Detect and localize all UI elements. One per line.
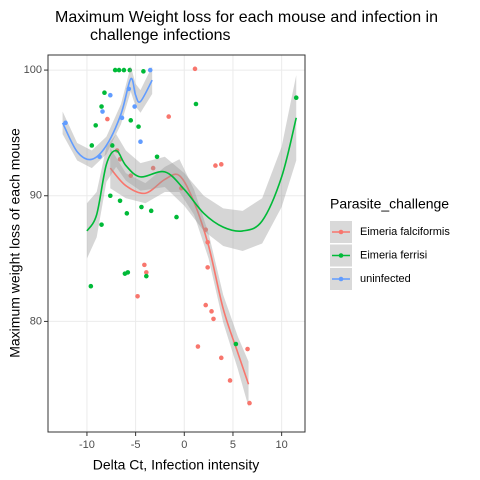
point [154,154,160,160]
point [112,67,118,73]
point [125,270,131,275]
point [139,204,144,210]
confidence-band [62,66,153,169]
point [166,114,172,119]
legend-dot [338,253,344,258]
point [99,104,104,109]
point [121,67,127,73]
legend-dot [338,229,344,235]
x-tick-label: 0 [181,439,187,451]
point [138,139,143,145]
confidence-band [110,147,249,407]
smooth-line [86,117,298,232]
point [142,262,147,268]
point [136,124,141,129]
point [293,95,299,101]
legend-title: Parasite_challenge [330,196,449,212]
point [247,400,252,406]
point [227,378,233,383]
point [99,222,104,227]
point [100,109,105,114]
point [88,283,94,289]
point [128,173,134,178]
point [218,355,224,361]
point [192,66,198,72]
legend-dot [338,276,344,282]
point [105,116,110,122]
y-tick-label: 80 [30,315,42,327]
point [150,165,156,171]
point [116,67,122,73]
y-tick-label: 100 [24,64,42,76]
chart-subtitle: challenge infections [90,27,231,44]
point [147,67,153,73]
y-axis-label: Maximum weight loss of each mouse [7,128,23,358]
point [144,273,149,279]
point [117,198,123,204]
legend-label: Eimeria falciformis [360,226,450,238]
point [213,163,218,168]
point [195,344,201,349]
point [102,90,107,95]
point [124,211,130,216]
point [233,341,239,347]
point [203,302,209,308]
point [109,143,115,148]
point [89,143,95,148]
point [148,208,154,214]
point [211,316,216,322]
point [209,309,214,314]
point [93,123,99,128]
y-tick-label: 90 [30,190,42,202]
confidence-band [86,75,297,259]
point [193,101,199,107]
x-tick-label: -10 [79,439,95,451]
x-tick-label: 5 [230,439,236,451]
point [141,69,146,74]
point [132,104,137,109]
x-tick-label: -5 [131,439,141,451]
x-tick-label: 10 [276,439,288,451]
legend-label: Eimeria ferrisi [360,249,427,261]
chart-title: Maximum Weight loss for each mouse and i… [55,9,438,26]
point [144,270,149,275]
point [108,193,113,199]
smooth-line [109,167,250,385]
point [218,162,224,167]
point [108,92,113,98]
point [128,118,134,123]
point [63,120,68,126]
point [205,265,210,270]
point [245,346,250,352]
point [127,67,133,73]
legend-label: uninfected [360,273,411,285]
panel [48,55,305,432]
smooth-line [61,77,153,161]
point [174,214,179,220]
panel-border [47,54,306,433]
point [135,293,140,299]
x-axis-label: Delta Ct, Infection intensity [93,457,260,473]
